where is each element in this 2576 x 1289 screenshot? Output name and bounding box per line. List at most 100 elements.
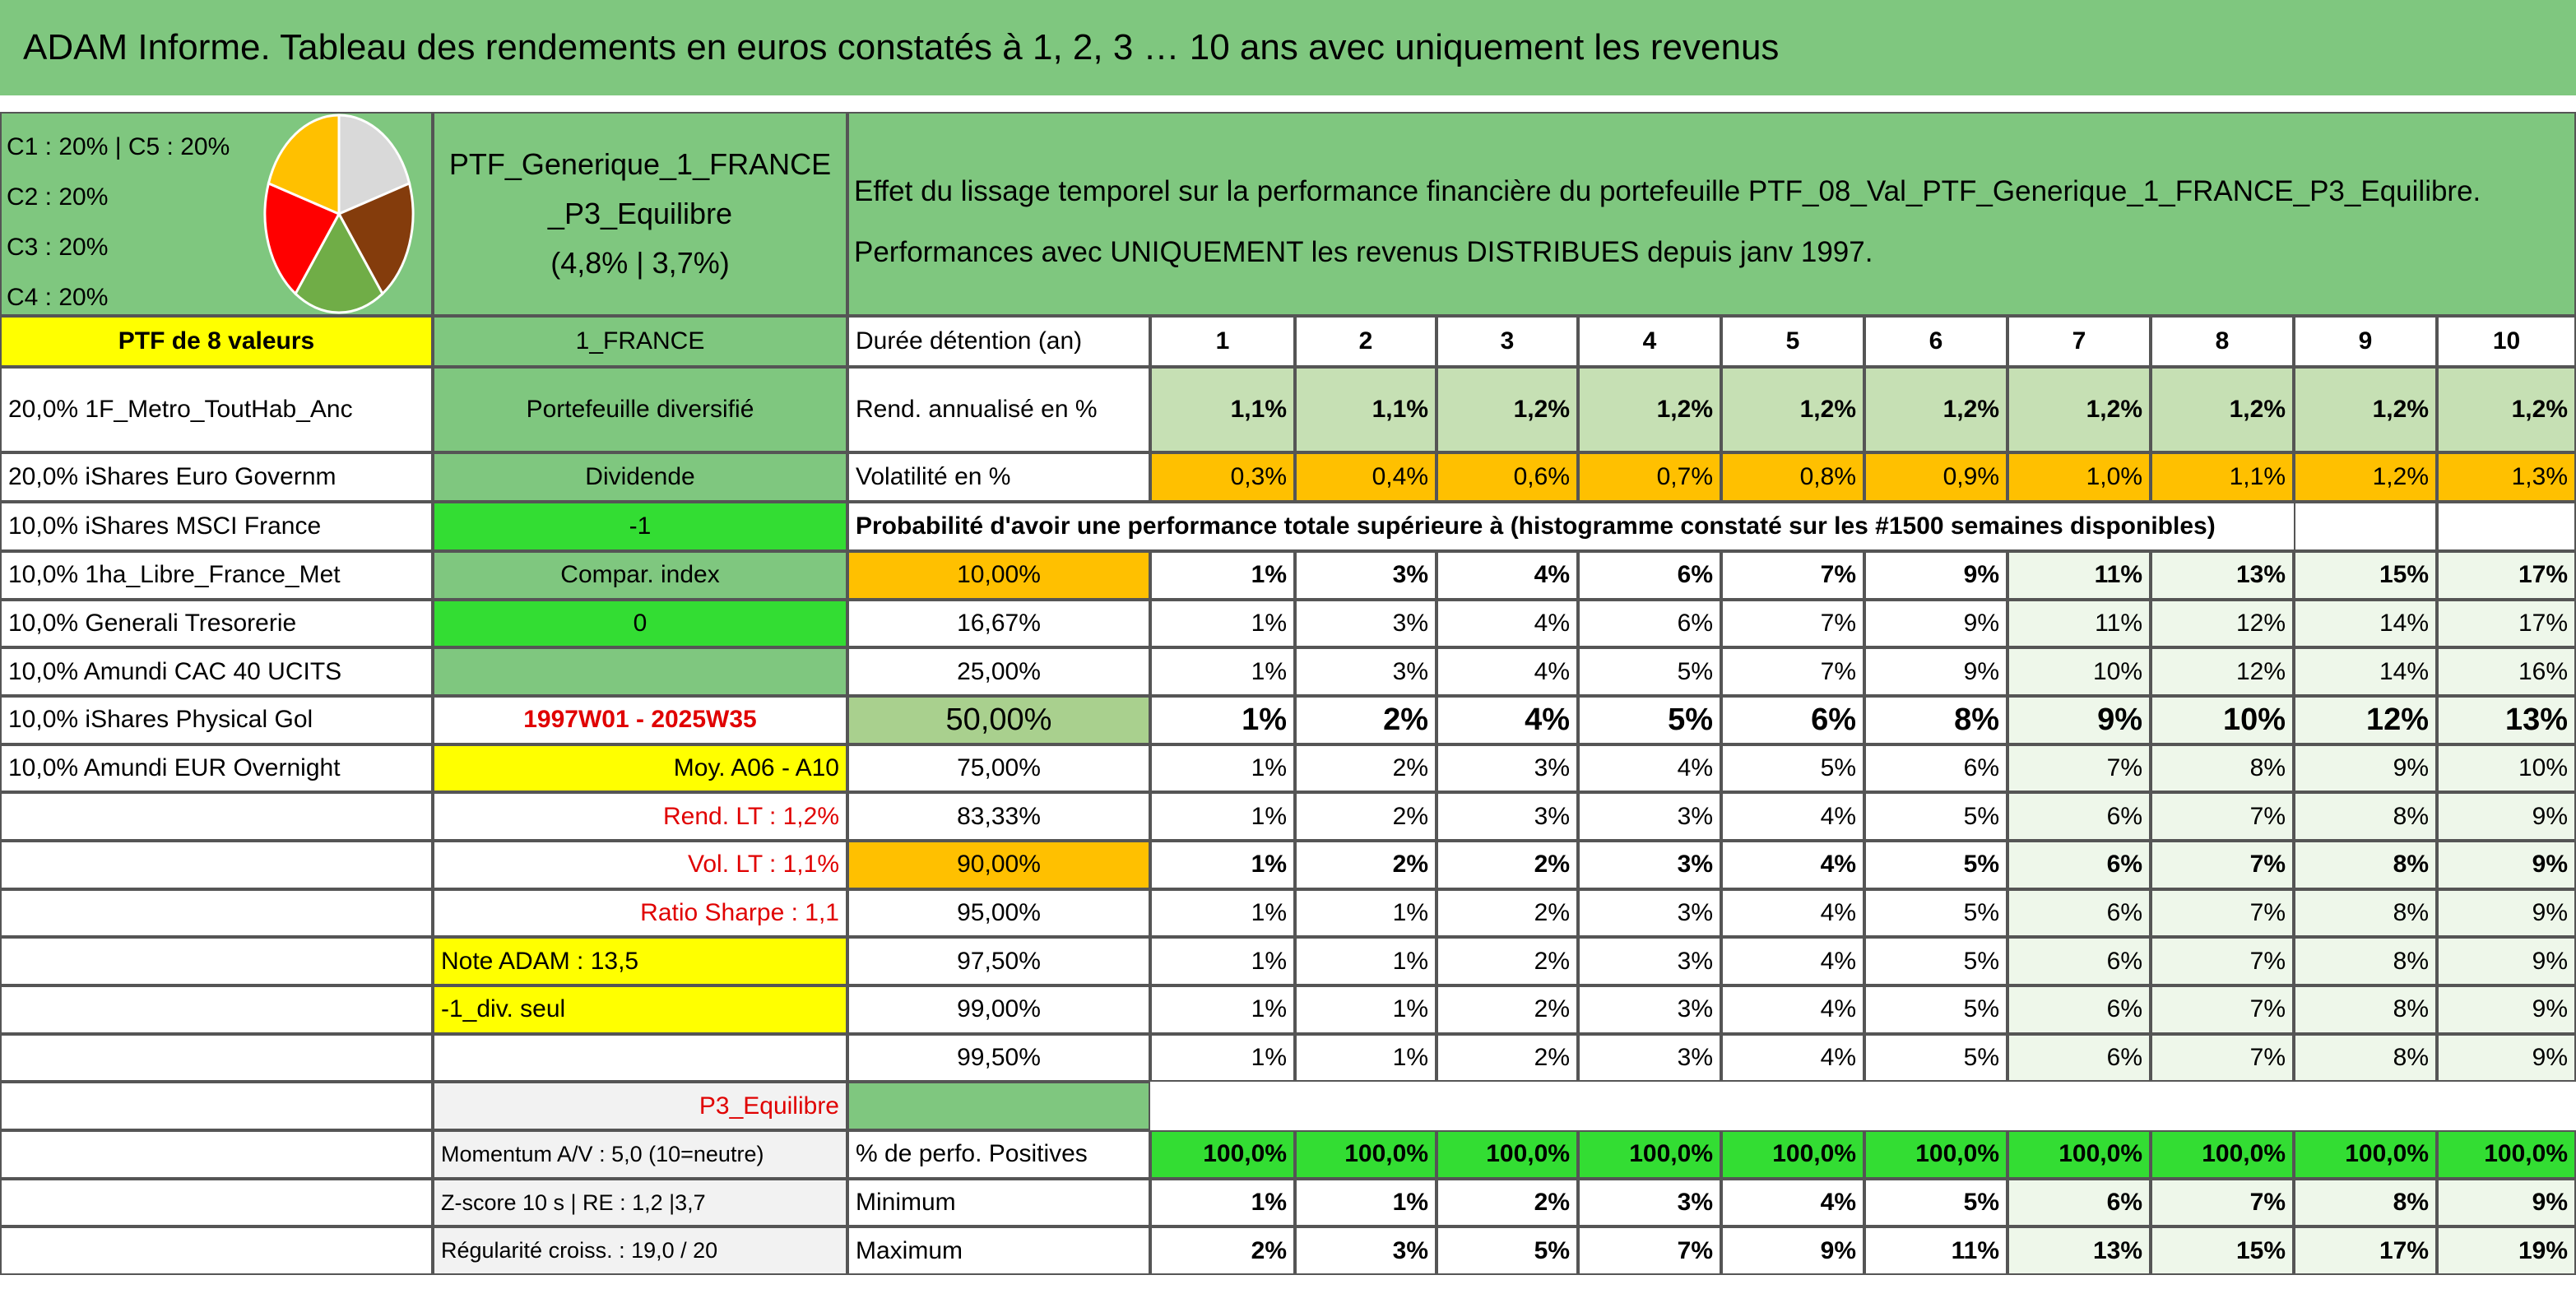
value-cell: 0,7% [1578,452,1721,502]
value-cell: 6% [2007,985,2151,1034]
row-label: 99,00% [847,985,1150,1034]
value-cell: 0,9% [1864,452,2007,502]
title: ADAM Informe. Tableau des rendements en … [23,27,1780,67]
value-cell: 2% [1295,792,1437,841]
value-cell: 0,6% [1437,452,1578,502]
value-cell: 1% [1295,985,1437,1034]
value-cell: 17% [2437,551,2576,600]
value-cell: 19% [2437,1226,2576,1276]
asset-cell: 10,0% Amundi CAC 40 UCITS [0,647,433,696]
value-cell: 1,2% [2294,367,2437,452]
value-cell: 9% [2007,696,2151,744]
portfolio-cell: PTF_Generique_1_FRANCE_P3_Equilibre (4,8… [433,112,847,316]
year-header: 1 [1150,316,1295,367]
value-cell: 100,0% [2007,1130,2151,1179]
asset-cell: 10,0% Amundi EUR Overnight [0,744,433,793]
value-cell: 1% [1295,888,1437,938]
asset-cell [0,985,433,1034]
row-label: 10,00% [847,551,1150,600]
pie-slice [294,211,384,314]
value-cell: 12% [2151,647,2294,696]
value-cell: 13% [2151,551,2294,600]
value-cell: 14% [2294,647,2437,696]
value-cell: 4% [1437,696,1578,744]
value-cell: 4% [1721,1033,1864,1083]
value-cell: 1,2% [1437,367,1578,452]
row-label: 97,50% [847,937,1150,986]
row-label [847,1082,1150,1131]
value-cell: 9% [1721,1226,1864,1276]
value-cell: 7% [2151,937,2294,986]
value-cell: 8% [2294,841,2437,889]
value-cell: 1,2% [2437,367,2576,452]
value-cell: 7% [1721,599,1864,648]
value-cell: 1% [1295,1033,1437,1083]
value-cell: 100,0% [1295,1130,1437,1179]
value-cell: 4% [1721,841,1864,889]
legend-entry: C3 : 20% [7,234,109,261]
pie-legend: C1 : 20% | C5 : 20% C2 : 20% C3 : 20% C4 : … [7,122,230,322]
asset-cell: PTF de 8 valeurs [0,316,433,367]
value-cell: 7% [1721,551,1864,600]
asset-cell: 10,0% 1ha_Libre_France_Met [0,551,433,600]
year-header: 3 [1437,316,1578,367]
asset-cell [0,792,433,841]
value-cell: 9% [1864,599,2007,648]
asset-cell [0,1082,433,1131]
pie-slice [267,114,341,216]
info-cell: 1_FRANCE [433,316,847,367]
value-cell: 7% [1578,1226,1721,1276]
row-label: Maximum [847,1226,1150,1276]
value-cell: 5% [1721,744,1864,793]
value-cell: 2% [1437,1033,1578,1083]
year-header: 2 [1295,316,1437,367]
value-cell: 1% [1150,985,1295,1034]
value-cell: 8% [2294,937,2437,986]
value-cell: 7% [2151,985,2294,1034]
value-cell: 3% [1578,888,1721,938]
value-cell: 5% [1864,841,2007,889]
empty-cell [2294,502,2437,551]
value-cell: 8% [2294,792,2437,841]
value-cell: 2% [1437,985,1578,1034]
year-header: 5 [1721,316,1864,367]
value-cell: 5% [1864,937,2007,986]
value-cell: 2% [1295,696,1437,744]
value-cell: 9% [2437,985,2576,1034]
value-cell: 6% [2007,792,2151,841]
description-line: Effet du lissage temporel sur la perform… [854,175,2481,207]
value-cell: 3% [1295,551,1437,600]
value-cell: 4% [1721,888,1864,938]
value-cell: 6% [1578,599,1721,648]
value-cell: 8% [2294,1033,2437,1083]
asset-cell [0,888,433,938]
row-label: 16,67% [847,599,1150,648]
value-cell: 12% [2151,599,2294,648]
year-header: 4 [1578,316,1721,367]
info-cell [433,647,847,696]
asset-cell [0,841,433,889]
value-cell: 3% [1578,841,1721,889]
value-cell: 8% [1864,696,2007,744]
value-cell: 7% [1721,647,1864,696]
value-cell: 1% [1150,841,1295,889]
value-cell: 100,0% [1864,1130,2007,1179]
row-label: % de perfo. Positives [847,1130,1150,1179]
pie-chart [263,114,415,314]
pie-slice [263,181,341,296]
value-cell: 9% [2437,792,2576,841]
value-cell: 8% [2294,888,2437,938]
value-cell: 4% [1721,985,1864,1034]
value-cell: 17% [2437,599,2576,648]
title-bar: ADAM Informe. Tableau des rendements en … [0,0,2576,95]
value-cell: 3% [1578,937,1721,986]
value-cell: 5% [1864,792,2007,841]
value-cell: 8% [2151,744,2294,793]
value-cell: 1,1% [1295,367,1437,452]
value-cell: 2% [1295,744,1437,793]
row-label: 83,33% [847,792,1150,841]
value-cell: 1,2% [1578,367,1721,452]
section-label: Probabilité d'avoir une performance tota… [847,502,2294,551]
asset-cell [0,1033,433,1083]
info-cell: Dividende [433,452,847,502]
